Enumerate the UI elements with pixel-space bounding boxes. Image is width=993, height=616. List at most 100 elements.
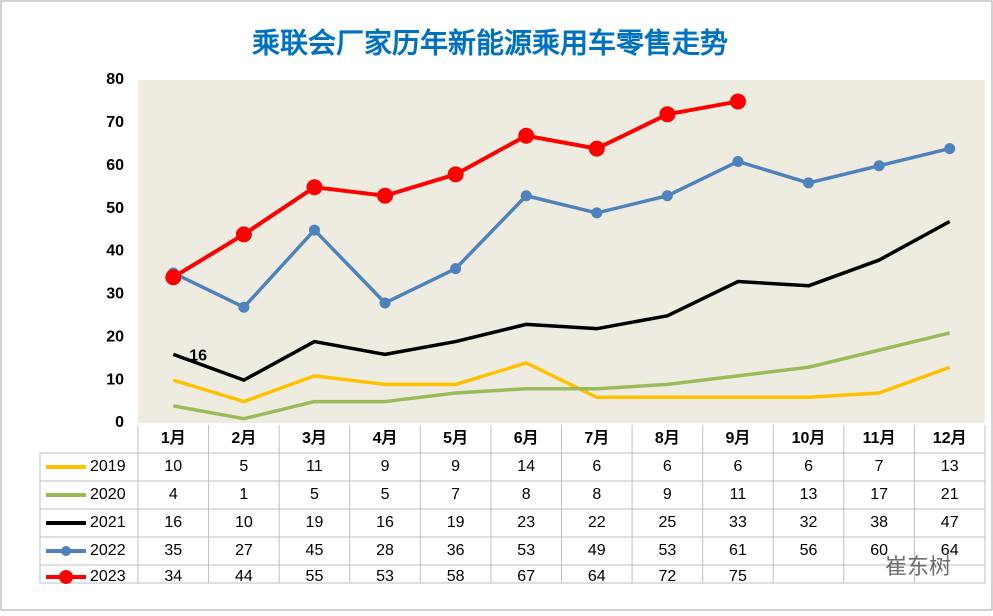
series-line	[172, 331, 951, 421]
marker	[379, 297, 391, 309]
table-cell: 9	[381, 458, 390, 475]
table-cell: 13	[800, 486, 818, 503]
x-tick-label: 8月	[655, 429, 680, 447]
series-line	[172, 219, 951, 382]
table-cell: 32	[800, 514, 818, 531]
x-tick-label: 5月	[443, 429, 468, 447]
y-tick-label: 70	[106, 114, 124, 131]
table-cell: 6	[734, 458, 743, 475]
table-cell: 13	[941, 458, 959, 475]
table-cell: 34	[164, 568, 182, 585]
table-cell: 22	[588, 514, 606, 531]
legend-marker	[61, 546, 71, 556]
table-cell: 72	[658, 568, 676, 585]
table-cell: 14	[517, 458, 535, 475]
marker	[591, 207, 603, 219]
table-cell: 53	[517, 542, 535, 559]
x-tick-label: 12月	[933, 429, 967, 447]
x-tick-label: 10月	[792, 429, 826, 447]
marker	[165, 269, 182, 286]
table-cell: 75	[729, 568, 747, 585]
table-cell: 64	[941, 542, 959, 559]
marker	[873, 160, 885, 172]
table-cell: 4	[169, 486, 178, 503]
marker	[235, 226, 252, 243]
legend-marker	[59, 570, 73, 584]
x-tick-label: 2月	[231, 429, 256, 447]
table-cell: 56	[800, 542, 818, 559]
table-cell: 44	[235, 568, 253, 585]
table-cell: 23	[517, 514, 535, 531]
table-cell: 10	[235, 514, 253, 531]
x-tick-label: 4月	[373, 429, 398, 447]
table-cell: 9	[663, 486, 672, 503]
table-cell: 45	[306, 542, 324, 559]
table-cell: 58	[447, 568, 465, 585]
table-cell: 16	[376, 514, 394, 531]
table-cell: 61	[729, 542, 747, 559]
table-cell: 19	[306, 514, 324, 531]
x-tick-label: 1月	[161, 429, 186, 447]
marker	[308, 224, 320, 236]
table-cell: 60	[870, 542, 888, 559]
x-tick-label: 9月	[726, 429, 751, 447]
y-tick-label: 20	[106, 328, 124, 345]
table-cell: 11	[730, 486, 747, 503]
table-cell: 28	[376, 542, 394, 559]
table-cell: 21	[941, 486, 959, 503]
table-cell: 16	[164, 514, 182, 531]
x-tick-label: 6月	[514, 429, 539, 447]
marker	[803, 177, 815, 189]
table-cell: 6	[663, 458, 672, 475]
table-cell: 64	[588, 568, 606, 585]
table-cell: 11	[306, 458, 323, 475]
x-tick-label: 7月	[584, 429, 609, 447]
table-cell: 10	[164, 458, 182, 475]
table-cell: 7	[451, 486, 460, 503]
plot-area	[138, 80, 985, 423]
table-cell: 27	[235, 542, 253, 559]
x-tick-label: 11月	[863, 429, 896, 447]
series-line	[172, 361, 951, 404]
table-cell: 8	[522, 486, 531, 503]
series-line	[172, 146, 951, 309]
chart-title: 乘联会厂家历年新能源乘用车零售走势	[252, 26, 728, 58]
y-tick-label: 80	[106, 71, 124, 88]
legend-label: 2020	[90, 486, 126, 503]
table-cell: 25	[658, 514, 676, 531]
marker	[729, 93, 746, 110]
x-tick-label: 3月	[302, 429, 327, 447]
table-cell: 9	[451, 458, 460, 475]
marker	[944, 143, 956, 155]
y-tick-label: 60	[106, 157, 124, 174]
table-cell: 17	[870, 486, 888, 503]
table-cell: 55	[306, 568, 324, 585]
marker	[661, 190, 673, 202]
table-cell: 36	[447, 542, 465, 559]
y-tick-label: 30	[106, 286, 124, 303]
table-cell: 5	[310, 486, 319, 503]
table-cell: 5	[381, 486, 390, 503]
marker	[732, 155, 744, 167]
y-tick-label: 0	[115, 414, 124, 431]
y-tick-label: 40	[106, 243, 124, 260]
marker	[447, 166, 464, 183]
table-cell: 8	[592, 486, 601, 503]
table-cell: 53	[376, 568, 394, 585]
table-cell: 5	[239, 458, 248, 475]
marker	[450, 263, 462, 275]
table-cell: 6	[592, 458, 601, 475]
legend-label: 2021	[90, 514, 126, 531]
table-cell: 49	[588, 542, 606, 559]
marker	[588, 140, 605, 157]
marker	[659, 106, 676, 123]
marker	[306, 179, 323, 196]
table-cell: 19	[447, 514, 465, 531]
legend-label: 2023	[90, 568, 126, 585]
table-cell: 53	[658, 542, 676, 559]
y-tick-label: 50	[106, 200, 124, 217]
table-cell: 33	[729, 514, 747, 531]
table-cell: 1	[239, 486, 248, 503]
annotation: 16	[189, 348, 207, 365]
